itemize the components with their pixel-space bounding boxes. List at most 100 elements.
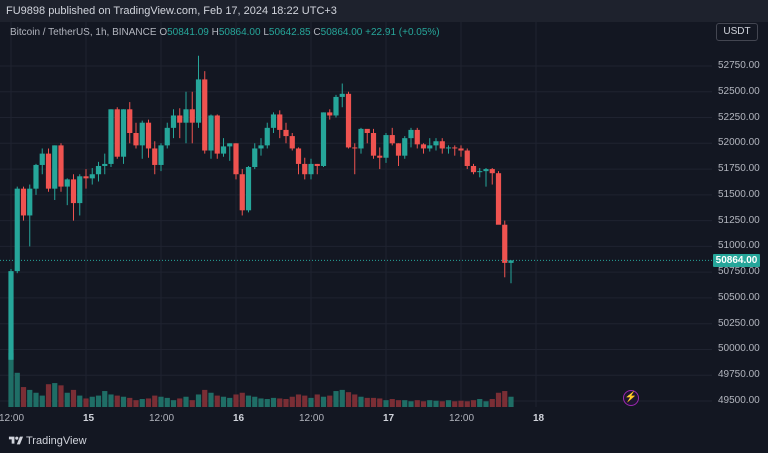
volume-bar bbox=[252, 396, 258, 407]
volume-bar bbox=[195, 394, 202, 407]
volume-bar bbox=[145, 398, 152, 407]
candle-body bbox=[52, 145, 58, 189]
candlestick-chart[interactable] bbox=[0, 22, 768, 429]
candle-body bbox=[145, 122, 152, 149]
candle-body bbox=[14, 188, 20, 272]
candle-body bbox=[214, 115, 220, 154]
volume-bar bbox=[452, 401, 458, 407]
candle-body bbox=[108, 109, 114, 164]
candle-body bbox=[508, 260, 514, 263]
price-tick-label: 50500.00 bbox=[718, 291, 760, 303]
open-label: O bbox=[159, 27, 168, 38]
chart-area[interactable] bbox=[0, 22, 768, 429]
price-tick-label: 52000.00 bbox=[718, 137, 760, 149]
volume-bar bbox=[320, 396, 327, 407]
candle-body bbox=[252, 148, 258, 168]
candle-body bbox=[352, 147, 358, 149]
volume-bar bbox=[389, 399, 395, 407]
volume-bar bbox=[233, 394, 239, 407]
volume-bar bbox=[70, 389, 77, 407]
volume-bar bbox=[433, 400, 439, 407]
volume-bar bbox=[239, 392, 245, 407]
price-tick-label: 51000.00 bbox=[718, 240, 760, 252]
time-tick-label: 12:00 bbox=[449, 413, 475, 424]
candle-body bbox=[452, 147, 458, 149]
volume-bar bbox=[52, 383, 58, 407]
volume-bar bbox=[445, 400, 452, 407]
symbol-legend: Bitcoin / TetherUS, 1h, BINANCE O50841.0… bbox=[10, 27, 440, 38]
volume-bar bbox=[352, 394, 358, 407]
time-tick-label: 18 bbox=[533, 413, 545, 424]
volume-bar bbox=[120, 396, 127, 407]
volume-bar bbox=[8, 352, 14, 407]
volume-bar bbox=[89, 396, 95, 407]
volume-bar bbox=[270, 397, 277, 407]
volume-bar bbox=[220, 396, 227, 407]
volume-bar bbox=[314, 394, 320, 407]
lightning-icon[interactable]: ⚡ bbox=[623, 390, 639, 406]
volume-bar bbox=[295, 394, 302, 407]
candle-body bbox=[258, 145, 264, 149]
candle-body bbox=[202, 79, 208, 151]
close-label: C bbox=[313, 27, 321, 38]
tradingview-logo-icon bbox=[8, 436, 24, 445]
price-tick-label: 50250.00 bbox=[718, 317, 760, 329]
candle-body bbox=[427, 145, 433, 149]
volume-bar bbox=[495, 392, 502, 407]
volume-bar bbox=[20, 387, 27, 407]
candle-body bbox=[320, 112, 327, 166]
volume-bar bbox=[64, 392, 70, 407]
volume-bar bbox=[177, 398, 183, 407]
volume-bar bbox=[158, 396, 164, 407]
volume-bar bbox=[189, 400, 195, 407]
candle-body bbox=[120, 109, 127, 157]
candle-body bbox=[420, 144, 427, 149]
price-tick-label: 51500.00 bbox=[718, 188, 760, 200]
candle-body bbox=[127, 109, 133, 133]
candle-body bbox=[489, 169, 495, 174]
footer bbox=[0, 429, 768, 453]
volume-bar bbox=[464, 401, 470, 407]
candle-body bbox=[464, 150, 470, 166]
volume-bar bbox=[114, 395, 120, 407]
candle-body bbox=[295, 148, 302, 164]
volume-bar bbox=[289, 396, 295, 407]
candle-body bbox=[333, 96, 339, 116]
candle-body bbox=[183, 109, 189, 123]
volume-bar bbox=[345, 392, 352, 407]
volume-bar bbox=[358, 396, 364, 407]
volume-bar bbox=[77, 395, 83, 407]
candle-body bbox=[33, 164, 39, 189]
candle-body bbox=[439, 141, 445, 149]
last-price-label: 50864.00 bbox=[713, 254, 760, 267]
candle-body bbox=[408, 129, 414, 139]
candle-body bbox=[227, 143, 233, 147]
volume-bar bbox=[245, 395, 252, 407]
volume-bar bbox=[377, 398, 383, 407]
candle-body bbox=[395, 143, 402, 156]
candle-body bbox=[164, 127, 170, 146]
volume-bar bbox=[370, 397, 377, 407]
volume-bar bbox=[27, 389, 33, 407]
candle-body bbox=[445, 147, 452, 149]
price-tick-label: 52750.00 bbox=[718, 60, 760, 71]
candle-body bbox=[433, 141, 439, 146]
volume-bar bbox=[58, 385, 64, 407]
candle-body bbox=[102, 163, 108, 166]
candle-body bbox=[345, 93, 352, 148]
candle-body bbox=[414, 129, 420, 145]
candle-body bbox=[339, 93, 345, 97]
candle-body bbox=[77, 176, 83, 204]
candle-body bbox=[177, 115, 183, 123]
candle-body bbox=[39, 153, 45, 165]
volume-bar bbox=[170, 400, 177, 407]
candle-body bbox=[458, 148, 464, 151]
time-tick-label: 12:00 bbox=[299, 413, 325, 424]
time-tick-label: 12:00 bbox=[0, 413, 25, 424]
volume-bar bbox=[139, 399, 145, 407]
currency-button[interactable]: USDT bbox=[716, 23, 758, 41]
candle-body bbox=[95, 165, 102, 175]
candle-body bbox=[133, 133, 139, 146]
candle-body bbox=[327, 112, 333, 116]
candle-body bbox=[502, 224, 508, 263]
